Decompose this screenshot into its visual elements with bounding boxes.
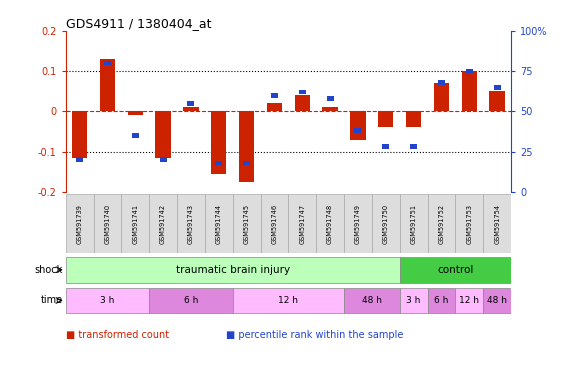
Text: GSM591748: GSM591748 — [327, 204, 333, 244]
Bar — [160, 157, 167, 162]
Bar — [149, 288, 233, 313]
Text: shock: shock — [35, 265, 63, 275]
Bar — [456, 288, 483, 313]
Bar — [76, 157, 83, 162]
Bar — [94, 194, 122, 253]
Bar — [456, 194, 483, 253]
Bar — [494, 85, 501, 89]
Text: 48 h: 48 h — [487, 296, 507, 305]
Bar — [323, 108, 338, 111]
Bar — [438, 80, 445, 85]
Text: ■ percentile rank within the sample: ■ percentile rank within the sample — [226, 330, 403, 340]
Bar — [406, 111, 421, 127]
Text: GSM591753: GSM591753 — [467, 204, 472, 244]
Bar — [355, 128, 361, 133]
Bar — [183, 108, 199, 111]
Bar — [211, 111, 227, 174]
Text: 6 h: 6 h — [435, 296, 449, 305]
Text: GSM591745: GSM591745 — [244, 204, 250, 244]
Text: 12 h: 12 h — [278, 296, 299, 305]
Bar — [66, 288, 149, 313]
Bar — [187, 101, 194, 106]
Bar — [132, 133, 139, 138]
Text: GDS4911 / 1380404_at: GDS4911 / 1380404_at — [66, 17, 211, 30]
Text: GSM591747: GSM591747 — [299, 204, 305, 244]
Bar — [233, 288, 344, 313]
Bar — [122, 194, 149, 253]
Bar — [344, 194, 372, 253]
Text: GSM591741: GSM591741 — [132, 204, 138, 244]
Bar — [149, 194, 177, 253]
Text: GSM591743: GSM591743 — [188, 204, 194, 244]
Bar — [299, 89, 305, 94]
Bar — [400, 194, 428, 253]
Bar — [327, 96, 333, 101]
Text: GSM591742: GSM591742 — [160, 204, 166, 244]
Text: GSM591746: GSM591746 — [271, 204, 278, 244]
Text: GSM591740: GSM591740 — [104, 204, 110, 244]
Bar — [428, 288, 456, 313]
Bar — [372, 194, 400, 253]
Bar — [215, 161, 222, 166]
Text: 48 h: 48 h — [362, 296, 382, 305]
Bar — [378, 111, 393, 127]
Bar — [100, 59, 115, 111]
Bar — [344, 288, 400, 313]
Bar — [239, 111, 254, 182]
Bar — [483, 288, 511, 313]
Text: ■ transformed count: ■ transformed count — [66, 330, 169, 340]
Bar — [127, 111, 143, 115]
Bar — [288, 194, 316, 253]
Bar — [400, 257, 511, 283]
Text: GSM591751: GSM591751 — [411, 204, 417, 244]
Bar — [271, 93, 278, 98]
Bar — [267, 103, 282, 111]
Bar — [434, 83, 449, 111]
Bar — [66, 257, 400, 283]
Text: traumatic brain injury: traumatic brain injury — [176, 265, 289, 275]
Bar — [350, 111, 365, 140]
Text: control: control — [437, 265, 473, 275]
Text: GSM591750: GSM591750 — [383, 204, 389, 244]
Bar — [483, 194, 511, 253]
Bar — [205, 194, 233, 253]
Bar — [316, 194, 344, 253]
Bar — [155, 111, 171, 158]
Text: GSM591744: GSM591744 — [216, 204, 222, 244]
Bar — [383, 144, 389, 149]
Bar — [66, 194, 94, 253]
Text: time: time — [41, 295, 63, 306]
Bar — [243, 161, 250, 166]
Bar — [461, 71, 477, 111]
Text: 6 h: 6 h — [184, 296, 198, 305]
Bar — [466, 69, 473, 73]
Bar — [177, 194, 205, 253]
Bar — [260, 194, 288, 253]
Bar — [400, 288, 428, 313]
Text: GSM591754: GSM591754 — [494, 204, 500, 244]
Text: 12 h: 12 h — [459, 296, 479, 305]
Bar — [72, 111, 87, 158]
Bar — [233, 194, 260, 253]
Bar — [104, 61, 111, 65]
Text: GSM591749: GSM591749 — [355, 204, 361, 244]
Bar — [428, 194, 456, 253]
Bar — [295, 95, 310, 111]
Text: 3 h: 3 h — [100, 296, 115, 305]
Text: GSM591739: GSM591739 — [77, 204, 83, 243]
Text: 3 h: 3 h — [407, 296, 421, 305]
Bar — [489, 91, 505, 111]
Bar — [410, 144, 417, 149]
Text: GSM591752: GSM591752 — [439, 204, 444, 244]
